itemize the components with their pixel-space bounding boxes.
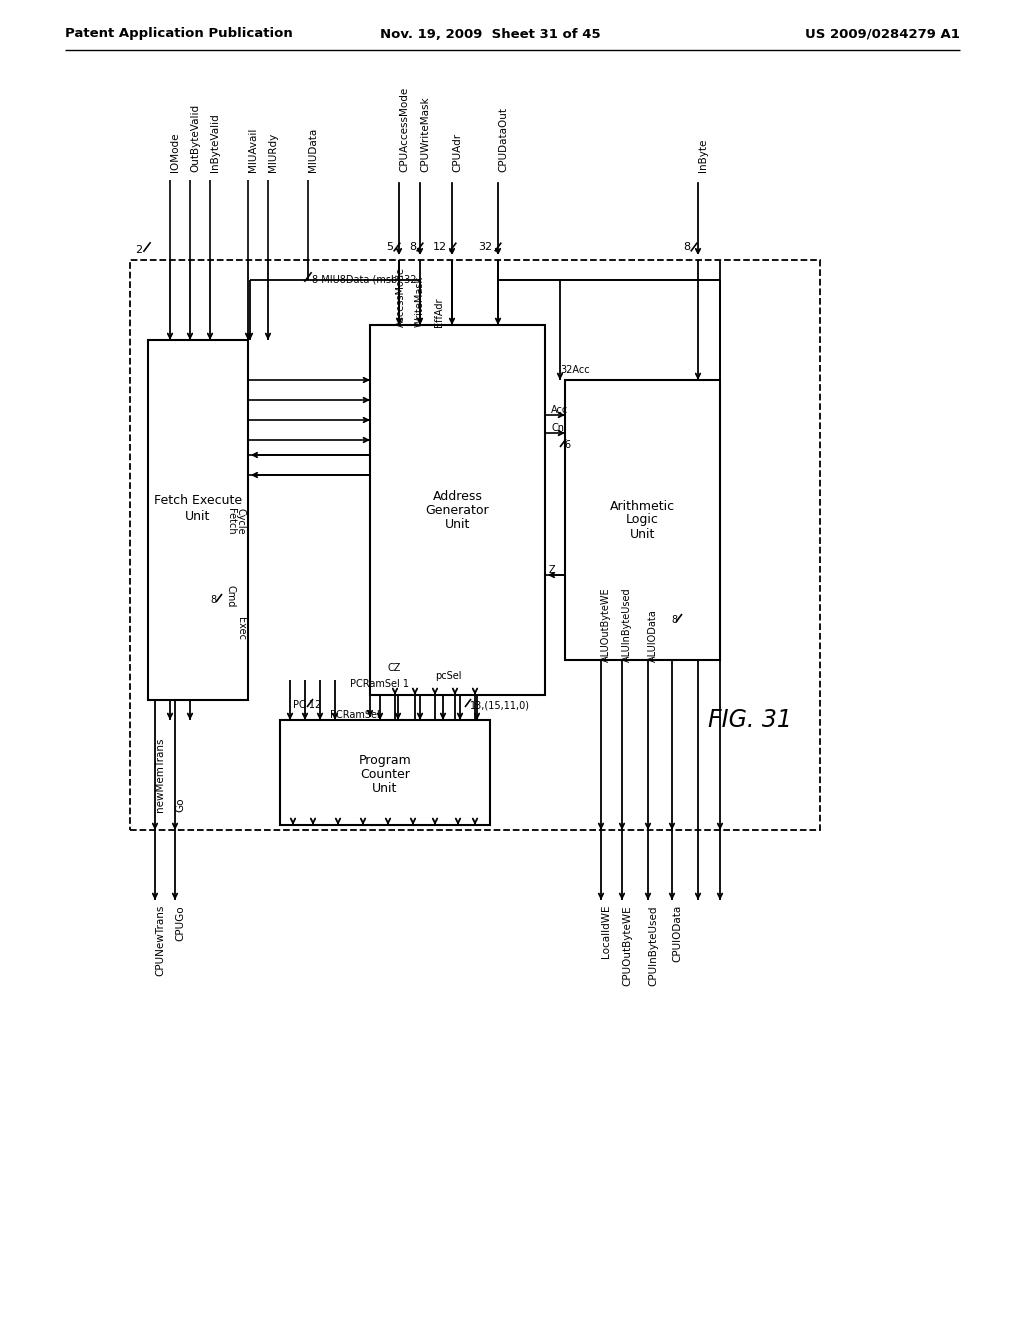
Text: Cmd: Cmd	[226, 585, 236, 607]
Text: 5: 5	[386, 242, 393, 252]
Text: Exec: Exec	[236, 616, 246, 640]
Text: Go: Go	[175, 797, 185, 812]
Text: 32Acc: 32Acc	[560, 366, 590, 375]
Text: CPUGo: CPUGo	[175, 906, 185, 941]
Text: CPUInByteUsed: CPUInByteUsed	[648, 906, 658, 986]
Text: 8: 8	[409, 242, 416, 252]
Text: Address: Address	[432, 490, 482, 503]
Text: 8: 8	[683, 242, 690, 252]
Text: Logic: Logic	[626, 513, 658, 527]
Text: CPUAdr: CPUAdr	[452, 133, 462, 172]
FancyBboxPatch shape	[370, 325, 545, 696]
Text: Unit: Unit	[373, 781, 397, 795]
Text: Nov. 19, 2009  Sheet 31 of 45: Nov. 19, 2009 Sheet 31 of 45	[380, 28, 600, 41]
FancyBboxPatch shape	[565, 380, 720, 660]
Text: Fetch Execute: Fetch Execute	[154, 494, 242, 507]
Text: CPUDataOut: CPUDataOut	[498, 107, 508, 172]
FancyBboxPatch shape	[148, 341, 248, 700]
Text: Unit: Unit	[185, 510, 211, 523]
Text: CZ: CZ	[387, 663, 400, 673]
Text: Generator: Generator	[426, 503, 489, 516]
Text: 6: 6	[564, 440, 570, 450]
Text: CPUAccessMode: CPUAccessMode	[399, 87, 409, 172]
Text: InByte: InByte	[698, 139, 708, 172]
Text: CPUWriteMask: CPUWriteMask	[420, 96, 430, 172]
Text: WriteMask: WriteMask	[415, 276, 425, 327]
Text: 8: 8	[210, 595, 216, 605]
Text: PCRamSel 1: PCRamSel 1	[350, 678, 409, 689]
Text: Z: Z	[549, 565, 555, 576]
Text: OutByteValid: OutByteValid	[190, 104, 200, 172]
Text: Cycle: Cycle	[236, 508, 246, 535]
Text: IOMode: IOMode	[170, 132, 180, 172]
Text: 32: 32	[478, 242, 492, 252]
Text: 8 MIU8Data (msb) 32: 8 MIU8Data (msb) 32	[312, 275, 417, 285]
Text: newMemTrans: newMemTrans	[155, 738, 165, 812]
Text: Fetch: Fetch	[226, 508, 236, 535]
Text: 13,(15,11,0): 13,(15,11,0)	[470, 700, 530, 710]
Text: Acc: Acc	[551, 405, 568, 414]
Text: ALUOutByteWE: ALUOutByteWE	[601, 587, 611, 663]
Text: Unit: Unit	[630, 528, 655, 540]
Text: LocalIdWE: LocalIdWE	[601, 906, 611, 958]
FancyBboxPatch shape	[280, 719, 490, 825]
Text: Unit: Unit	[444, 517, 470, 531]
Text: CPUOutByteWE: CPUOutByteWE	[622, 906, 632, 986]
Text: InByteValid: InByteValid	[210, 114, 220, 172]
Text: Cn: Cn	[551, 422, 564, 433]
Text: 2: 2	[135, 246, 142, 255]
Text: Patent Application Publication: Patent Application Publication	[65, 28, 293, 41]
Text: MIUAvail: MIUAvail	[248, 128, 258, 172]
Text: ALUIOData: ALUIOData	[648, 610, 658, 663]
Text: CPUIOData: CPUIOData	[672, 906, 682, 962]
Text: pcSel: pcSel	[435, 671, 462, 681]
Text: Counter: Counter	[360, 768, 410, 781]
Text: PC 12: PC 12	[293, 700, 322, 710]
Text: FIG. 31: FIG. 31	[708, 708, 792, 733]
Text: MIUData: MIUData	[308, 128, 318, 172]
Text: AccessMode: AccessMode	[396, 267, 406, 327]
Text: PCRamSel: PCRamSel	[330, 710, 380, 719]
Text: MIURdy: MIURdy	[268, 133, 278, 172]
Text: US 2009/0284279 A1: US 2009/0284279 A1	[805, 28, 961, 41]
Text: CPUNewTrans: CPUNewTrans	[155, 906, 165, 977]
Text: Arithmetic: Arithmetic	[610, 499, 675, 512]
Text: Program: Program	[358, 754, 412, 767]
Text: 12: 12	[433, 242, 447, 252]
Text: EffAdr: EffAdr	[434, 297, 444, 327]
Text: 8: 8	[671, 615, 677, 624]
Bar	[130, 260, 820, 830]
Text: ALUInByteUsed: ALUInByteUsed	[622, 587, 632, 663]
